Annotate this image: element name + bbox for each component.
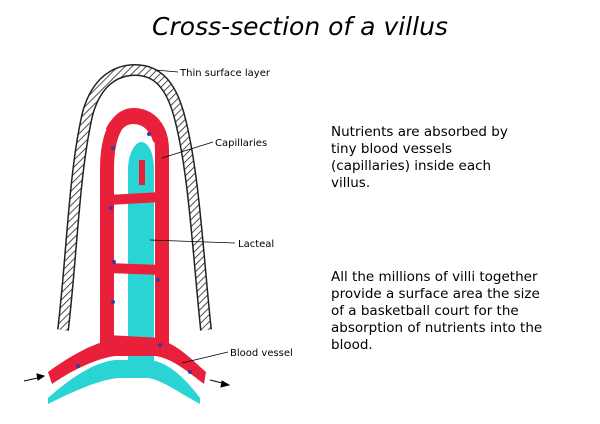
lacteal-base [48, 360, 200, 404]
leader-blood-vessel [181, 351, 229, 364]
text-line: villus. [331, 175, 371, 191]
leader-capillaries [161, 141, 214, 159]
capillary-crossbar [106, 192, 163, 205]
capillary-crossbar [106, 263, 163, 275]
surface-layer-hatch [58, 65, 211, 331]
text-line: absorption of nutrients into the [331, 320, 543, 336]
paragraph-surface-area: All the millions of villi together provi… [331, 269, 542, 354]
label-capillaries: Capillaries [215, 138, 267, 149]
text-line: tiny blood vessels [331, 141, 453, 157]
leader-lacteal [149, 239, 236, 244]
text-line: of a basketball court for the [331, 303, 519, 319]
page-title: Cross-section of a villus [152, 12, 448, 41]
text-line: blood. [331, 337, 373, 353]
blood-vessel [48, 340, 206, 384]
outflow-arrow-icon [209, 379, 231, 388]
capillary-network [100, 108, 169, 348]
text-line: All the millions of villi together [331, 269, 538, 285]
text-line: Nutrients are absorbed by [331, 124, 508, 140]
text-line: (capillaries) inside each [331, 158, 492, 174]
label-lacteal: Lacteal [238, 239, 274, 250]
text-line: provide a surface area the size [331, 286, 540, 302]
label-surface: Thin surface layer [179, 68, 271, 79]
leader-surface [154, 69, 179, 73]
capillary-top [105, 109, 167, 143]
label-blood-vessel: Blood vessel [230, 348, 293, 359]
inflow-arrow-icon [23, 373, 46, 382]
blood-cells [76, 132, 192, 374]
paragraph-absorption: Nutrients are absorbed by tiny blood ves… [331, 124, 508, 192]
